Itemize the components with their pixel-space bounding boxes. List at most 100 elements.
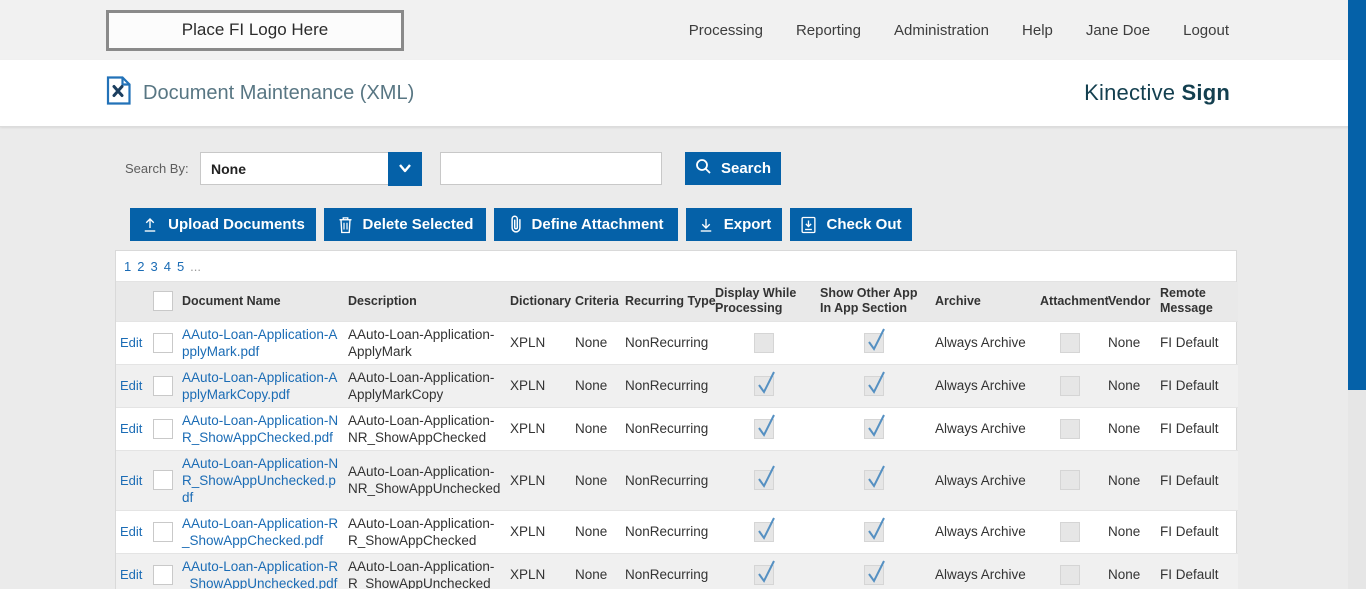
recurring-type-cell: NonRecurring: [621, 552, 711, 589]
fi-logo-placeholder: Place FI Logo Here: [106, 9, 404, 51]
upload-icon: [141, 216, 159, 234]
define-attachment-button[interactable]: Define Attachment: [494, 208, 678, 241]
show-other-app-cell: [816, 363, 931, 407]
description-cell: AAuto-Loan-Application-R_ShowAppChecked: [344, 509, 506, 553]
nav-item-administration[interactable]: Administration: [893, 21, 990, 39]
column-header-attachment: Attachment: [1036, 282, 1109, 321]
top-nav: Processing Reporting Administration Help Jan…: [689, 22, 1229, 39]
top-bar: Place FI Logo Here Processing Reporting Ad…: [0, 0, 1366, 60]
show-other-app-cell: [816, 320, 931, 364]
checkout-icon: [800, 216, 817, 234]
nav-item-reporting[interactable]: Reporting: [795, 21, 861, 39]
page-link-4[interactable]: 4: [163, 258, 171, 274]
search-button[interactable]: Search: [685, 152, 781, 185]
title-group: Document Maintenance (XML): [106, 76, 414, 110]
recurring-type-cell: NonRecurring: [621, 449, 711, 510]
page-link-2[interactable]: 2: [137, 258, 145, 274]
chevron-down-icon: [398, 160, 412, 178]
description-cell: AAuto-Loan-Application-ApplyMark: [344, 320, 506, 364]
show-other-app-cell: [816, 406, 931, 450]
search-by-label: Search By:: [125, 161, 189, 176]
nav-item-logout[interactable]: Logout: [1183, 21, 1229, 39]
search-icon: [695, 158, 712, 179]
column-header-remote-message: Remote Message: [1156, 282, 1238, 321]
dropdown-arrow-button[interactable]: [388, 152, 422, 186]
check-out-button[interactable]: Check Out: [790, 208, 912, 241]
recurring-type-cell: NonRecurring: [621, 406, 711, 450]
scrollbar-thumb[interactable]: [1348, 0, 1366, 390]
column-header-show-other-app-in-app-section: Show Other App In App Section: [816, 282, 931, 321]
archive-cell: Always Archive: [931, 509, 1036, 553]
document-name-link[interactable]: AAuto-Loan-Application-R_ShowAppUnchecke…: [182, 558, 339, 589]
table-body: Edit AAuto-Loan-Application-ApplyMark.pdf…: [116, 320, 1238, 589]
row-select-checkbox[interactable]: [153, 564, 173, 585]
document-name-link[interactable]: AAuto-Loan-Application-ApplyMarkCopy.pdf: [182, 369, 338, 402]
attachment-cell: [1036, 449, 1104, 510]
table-row: Edit AAuto-Loan-Application-NR_ShowAppUnc…: [116, 449, 1238, 510]
display-while-processing-cell: [711, 509, 816, 553]
nav-item-help[interactable]: Help: [1022, 21, 1053, 39]
search-input[interactable]: [440, 152, 662, 185]
document-xml-icon: [106, 76, 131, 110]
vendor-cell: None: [1104, 406, 1156, 450]
column-header-recurring-type: Recurring Type: [621, 282, 716, 321]
page-link-1[interactable]: 1: [124, 258, 132, 274]
select-all-checkbox[interactable]: [153, 291, 173, 312]
criteria-cell: None: [571, 552, 621, 589]
column-header-archive: Archive: [931, 282, 1036, 321]
row-select-checkbox[interactable]: [153, 332, 173, 353]
download-icon: [697, 216, 715, 234]
recurring-type-cell: NonRecurring: [621, 363, 711, 407]
table-row: Edit AAuto-Loan-Application-ApplyMarkCopy…: [116, 363, 1238, 407]
vendor-cell: None: [1104, 320, 1156, 364]
display-while-processing-cell: [711, 449, 816, 510]
toolbar-button-label: Define Attachment: [531, 216, 664, 233]
display-while-processing-cell: [711, 320, 816, 364]
toolbar-button-label: Check Out: [826, 216, 902, 233]
header-edit-column: [116, 282, 149, 321]
criteria-cell: None: [571, 320, 621, 364]
criteria-cell: None: [571, 509, 621, 553]
edit-link[interactable]: Edit: [120, 567, 143, 582]
toolbar-button-label: Delete Selected: [362, 216, 474, 233]
row-select-checkbox[interactable]: [153, 418, 173, 439]
page-link-3[interactable]: 3: [150, 258, 158, 274]
recurring-type-cell: NonRecurring: [621, 509, 711, 553]
upload-documents-button[interactable]: Upload Documents: [130, 208, 316, 241]
search-by-dropdown[interactable]: None: [200, 152, 422, 186]
search-row: Search By: None Search: [125, 152, 1366, 186]
edit-link[interactable]: Edit: [120, 421, 143, 436]
table-row: Edit AAuto-Loan-Application-R_ShowAppChec…: [116, 509, 1238, 553]
row-select-checkbox[interactable]: [153, 521, 173, 542]
description-cell: AAuto-Loan-Application-ApplyMarkCopy: [344, 363, 506, 407]
unchecked-checkbox: [1060, 470, 1080, 490]
document-name-link[interactable]: AAuto-Loan-Application-R_ShowAppChecked.…: [182, 515, 339, 548]
dictionary-cell: XPLN: [506, 509, 571, 553]
attachment-cell: [1036, 406, 1104, 450]
page-link-5[interactable]: 5: [176, 258, 185, 274]
row-select-checkbox[interactable]: [153, 470, 173, 490]
checked-checkbox: [753, 371, 775, 396]
edit-link[interactable]: Edit: [120, 378, 143, 393]
document-name-link[interactable]: AAuto-Loan-Application-NR_ShowAppChecked…: [182, 412, 339, 445]
vendor-cell: None: [1104, 509, 1156, 553]
export-button[interactable]: Export: [686, 208, 782, 241]
delete-selected-button[interactable]: Delete Selected: [324, 208, 486, 241]
document-name-link[interactable]: AAuto-Loan-Application-NR_ShowAppUncheck…: [182, 455, 339, 505]
checked-checkbox: [753, 560, 775, 585]
nav-item-processing[interactable]: Processing: [688, 21, 763, 39]
edit-link[interactable]: Edit: [120, 524, 143, 539]
column-header-document-name: Document Name: [178, 282, 344, 321]
edit-link[interactable]: Edit: [120, 472, 143, 488]
attachment-cell: [1036, 363, 1104, 407]
document-name-link[interactable]: AAuto-Loan-Application-ApplyMark.pdf: [182, 326, 338, 359]
edit-link[interactable]: Edit: [120, 335, 143, 350]
recurring-type-cell: NonRecurring: [621, 320, 711, 364]
column-header-description: Description: [344, 282, 506, 321]
description-cell: AAuto-Loan-Application-R_ShowAppUnchecke…: [344, 552, 506, 589]
page-title: Document Maintenance (XML): [143, 81, 415, 104]
row-select-checkbox[interactable]: [153, 375, 173, 396]
vertical-scrollbar[interactable]: [1348, 0, 1366, 589]
vendor-cell: None: [1104, 552, 1156, 589]
nav-item-jane-doe[interactable]: Jane Doe: [1085, 21, 1151, 39]
